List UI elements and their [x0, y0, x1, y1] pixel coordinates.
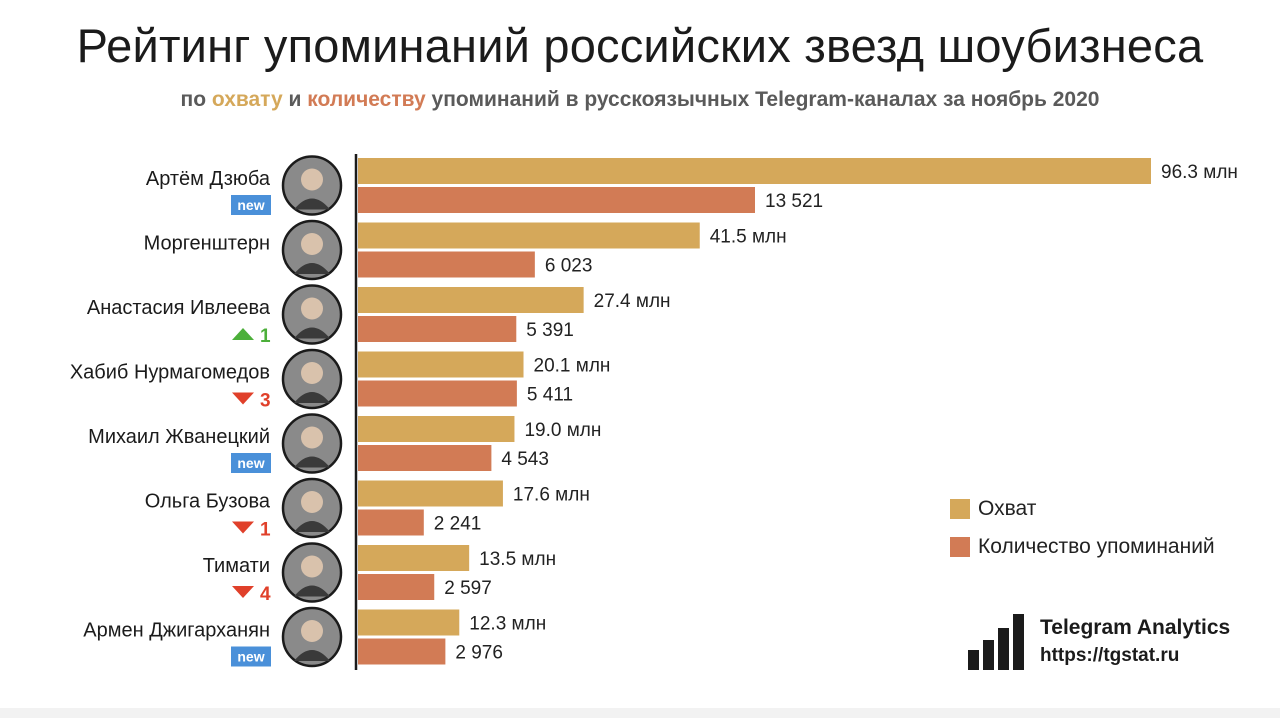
avatar-face-icon: [301, 491, 323, 513]
legend-label-count: Количество упоминаний: [978, 535, 1215, 558]
bar-reach: [358, 351, 524, 378]
avatar-body-icon: [294, 650, 330, 661]
bar-reach: [358, 158, 1151, 184]
bottom-strip: [0, 708, 1280, 718]
bar-count: [358, 445, 492, 471]
rank-change-label: 3: [260, 391, 271, 412]
value-label-reach: 12.3 млн: [469, 614, 546, 635]
bar-count: [358, 380, 517, 407]
new-badge: [231, 646, 271, 667]
brand-name: Telegram Analytics: [1040, 616, 1231, 639]
bar-count: [358, 574, 435, 600]
bar-reach: [358, 416, 515, 442]
brand-url[interactable]: https://tgstat.ru: [1040, 645, 1180, 666]
avatar-face-icon: [301, 168, 323, 191]
chart-subtitle: по охвату и количеству упоминаний в русс…: [0, 88, 1280, 112]
bar-count: [358, 187, 755, 213]
category-label: Моргенштерн: [144, 233, 270, 255]
category-label: Анастасия Ивлеева: [87, 297, 271, 319]
rank-up-icon: [232, 328, 254, 340]
rank-change-label: 4: [260, 584, 271, 605]
bar-count: [358, 638, 446, 665]
bar-reach: [358, 480, 503, 507]
category-label: Тимати: [203, 555, 270, 577]
avatar-face-icon: [301, 426, 323, 449]
avatar-face-icon: [301, 297, 323, 320]
value-label-reach: 13.5 млн: [479, 549, 556, 570]
avatar-face-icon: [301, 362, 323, 384]
bar-reach: [358, 609, 460, 636]
legend-item-count: Количество упоминаний: [950, 528, 1215, 566]
category-label: Артём Дзюба: [146, 168, 271, 190]
value-label-count: 13 521: [765, 191, 823, 212]
value-label-count: 6 023: [545, 256, 593, 277]
bar-reach: [358, 287, 584, 313]
new-badge-label: new: [237, 649, 264, 665]
new-badge-label: new: [237, 455, 264, 471]
rank-change-label: 1: [260, 326, 271, 347]
value-label-reach: 27.4 млн: [594, 291, 671, 312]
subtitle-reach-word: охвату: [211, 88, 283, 111]
rank-down-icon: [232, 521, 254, 534]
new-badge: [231, 453, 271, 473]
legend-label-reach: Охват: [978, 497, 1037, 520]
value-label-reach: 20.1 млн: [534, 356, 611, 377]
subtitle-part: по: [180, 88, 212, 111]
legend-swatch-reach: [950, 499, 970, 519]
avatar-body-icon: [294, 521, 330, 532]
legend-swatch-count: [950, 537, 970, 557]
bar-reach: [358, 545, 470, 571]
rank-change-label: 1: [260, 520, 271, 541]
subtitle-count-word: количеству: [307, 88, 426, 111]
avatar-body-icon: [294, 263, 330, 274]
avatar-body-icon: [294, 456, 330, 468]
value-label-reach: 96.3 млн: [1161, 162, 1238, 183]
avatar-face-icon: [301, 555, 323, 578]
avatar-body-icon: [294, 392, 330, 403]
avatar-body-icon: [294, 327, 330, 339]
avatar-body-icon: [294, 585, 330, 597]
brand-block: Telegram Analytics https://tgstat.ru: [968, 612, 1230, 670]
value-label-count: 5 391: [526, 320, 574, 341]
new-badge-label: new: [237, 197, 264, 213]
subtitle-part: и: [282, 88, 308, 111]
legend: Охват Количество упоминаний: [950, 490, 1215, 566]
value-label-count: 2 241: [434, 514, 482, 535]
value-label-reach: 17.6 млн: [513, 485, 590, 506]
value-label-count: 4 543: [501, 449, 549, 470]
value-label-reach: 41.5 млн: [710, 227, 787, 248]
category-label: Хабиб Нурмагомедов: [70, 362, 270, 384]
bar-chart-logo-icon: [968, 614, 1024, 670]
chart-title: Рейтинг упоминаний российских звезд шоуб…: [76, 19, 1204, 72]
subtitle-part: упоминаний в русскоязычных Telegram-кана…: [425, 88, 1100, 111]
legend-item-reach: Охват: [950, 490, 1215, 528]
rank-down-icon: [232, 586, 254, 598]
bar-count: [358, 509, 424, 536]
value-label-count: 2 597: [444, 578, 492, 599]
bar-count: [358, 316, 517, 342]
value-label-count: 5 411: [527, 385, 573, 406]
category-label: Армен Джигарханян: [83, 620, 270, 642]
bar-count: [358, 251, 535, 278]
rank-down-icon: [232, 392, 254, 405]
category-label: Михаил Жванецкий: [88, 426, 270, 448]
category-label: Ольга Бузова: [145, 491, 271, 513]
avatar-face-icon: [301, 620, 323, 642]
new-badge: [231, 195, 271, 215]
avatar-face-icon: [301, 233, 323, 255]
bar-reach: [358, 222, 700, 249]
avatar-body-icon: [294, 198, 330, 210]
value-label-reach: 19.0 млн: [524, 420, 601, 441]
value-label-count: 2 976: [455, 643, 503, 664]
